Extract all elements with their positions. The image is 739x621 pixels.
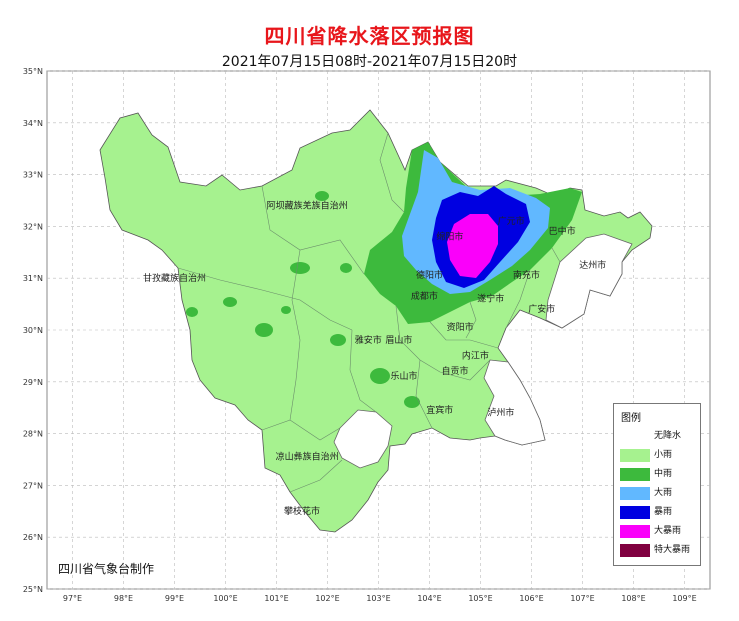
longitude-tick-label: 99°E xyxy=(165,594,184,603)
longitude-tick-label: 103°E xyxy=(366,594,390,603)
city-label: 凉山彝族自治州 xyxy=(276,451,339,463)
no-rain-area-east xyxy=(545,233,633,329)
legend-swatch xyxy=(620,506,650,519)
longitude-tick-label: 100°E xyxy=(213,594,237,603)
legend-swatch xyxy=(620,544,650,557)
legend-label: 大暴雨 xyxy=(654,526,682,536)
latitude-tick-label: 29°N xyxy=(23,378,43,387)
legend-box: 图例 无降水 小雨 中雨 大雨 暴雨 大暴雨 特大暴雨 xyxy=(613,403,701,566)
legend-title: 图例 xyxy=(621,413,641,424)
city-label: 自贡市 xyxy=(441,365,468,377)
city-label: 达州市 xyxy=(579,259,606,271)
latitude-tick-label: 34°N xyxy=(23,119,43,128)
latitude-tick-label: 35°N xyxy=(23,67,43,76)
city-label: 广安市 xyxy=(528,303,555,315)
legend-item-heavy-rain: 大雨 xyxy=(620,487,698,500)
longitude-tick-label: 98°E xyxy=(114,594,133,603)
legend-item-moderate-rain: 中雨 xyxy=(620,468,698,481)
legend-swatch xyxy=(620,430,650,443)
latitude-tick-label: 27°N xyxy=(23,481,43,490)
city-label: 内江市 xyxy=(462,349,489,361)
longitude-tick-label: 107°E xyxy=(570,594,594,603)
city-label: 南充市 xyxy=(513,269,540,281)
city-label: 甘孜藏族自治州 xyxy=(143,272,206,284)
legend-item-heavy-rainstorm: 大暴雨 xyxy=(620,525,698,538)
prefecture-boundaries xyxy=(177,132,561,493)
axis-ticks: 35°N 34°N 33°N 32°N 31°N 30°N 29°N 28°N 27°N 26°N… xyxy=(23,67,697,603)
legend-item-rainstorm: 暴雨 xyxy=(620,506,698,519)
latitude-tick-label: 32°N xyxy=(23,222,43,231)
latitude-tick-label: 26°N xyxy=(23,533,43,542)
longitude-tick-label: 104°E xyxy=(417,594,441,603)
no-rain-area-south xyxy=(333,409,393,469)
legend-swatch xyxy=(620,487,650,500)
forecast-period: 2021年07月15日08时-2021年07月15日20时 xyxy=(221,54,518,70)
issuer-credit: 四川省气象台制作 xyxy=(58,562,155,576)
map-title: 四川省降水落区预报图 xyxy=(264,24,475,48)
latitude-tick-label: 33°N xyxy=(23,171,43,180)
legend-label: 特大暴雨 xyxy=(654,545,691,555)
city-label: 德阳市 xyxy=(416,269,443,281)
city-label: 广元市 xyxy=(498,215,525,227)
longitude-tick-label: 97°E xyxy=(63,594,82,603)
legend-item-no-rain: 无降水 xyxy=(620,430,698,443)
latitude-tick-label: 31°N xyxy=(23,274,43,283)
longitude-tick-label: 101°E xyxy=(264,594,288,603)
city-label: 绵阳市 xyxy=(436,230,463,242)
moderate-rain-patches xyxy=(186,191,420,408)
legend-label: 中雨 xyxy=(654,469,673,479)
city-label: 乐山市 xyxy=(390,370,417,382)
legend-item-extreme-rainstorm: 特大暴雨 xyxy=(620,544,698,557)
legend-swatch xyxy=(620,525,650,538)
longitude-tick-label: 102°E xyxy=(315,594,339,603)
city-label: 眉山市 xyxy=(385,334,412,346)
city-label: 雅安市 xyxy=(355,334,382,346)
legend-label: 暴雨 xyxy=(654,507,673,517)
no-rain-area-southeast xyxy=(483,359,546,446)
legend-swatch xyxy=(620,449,650,462)
longitude-tick-label: 108°E xyxy=(621,594,645,603)
legend-swatch xyxy=(620,468,650,481)
legend-label: 无降水 xyxy=(654,431,682,441)
longitude-tick-label: 109°E xyxy=(672,594,696,603)
city-label: 宜宾市 xyxy=(426,404,453,416)
city-label: 遂宁市 xyxy=(477,293,504,305)
city-label: 资阳市 xyxy=(447,321,474,333)
legend-label: 大雨 xyxy=(654,488,673,498)
city-label: 攀枝花市 xyxy=(284,505,320,517)
city-label: 巴中市 xyxy=(549,225,576,237)
city-label: 泸州市 xyxy=(487,406,514,418)
latitude-tick-label: 25°N xyxy=(23,585,43,594)
city-label: 阿坝藏族羌族自治州 xyxy=(267,199,348,211)
longitude-tick-label: 105°E xyxy=(468,594,492,603)
legend-item-light-rain: 小雨 xyxy=(620,449,698,462)
latitude-tick-label: 30°N xyxy=(23,326,43,335)
latitude-tick-label: 28°N xyxy=(23,430,43,439)
legend-label: 小雨 xyxy=(654,450,673,460)
longitude-tick-label: 106°E xyxy=(519,594,543,603)
city-label: 成都市 xyxy=(411,290,438,302)
heavy-rainstorm-area xyxy=(447,214,498,278)
